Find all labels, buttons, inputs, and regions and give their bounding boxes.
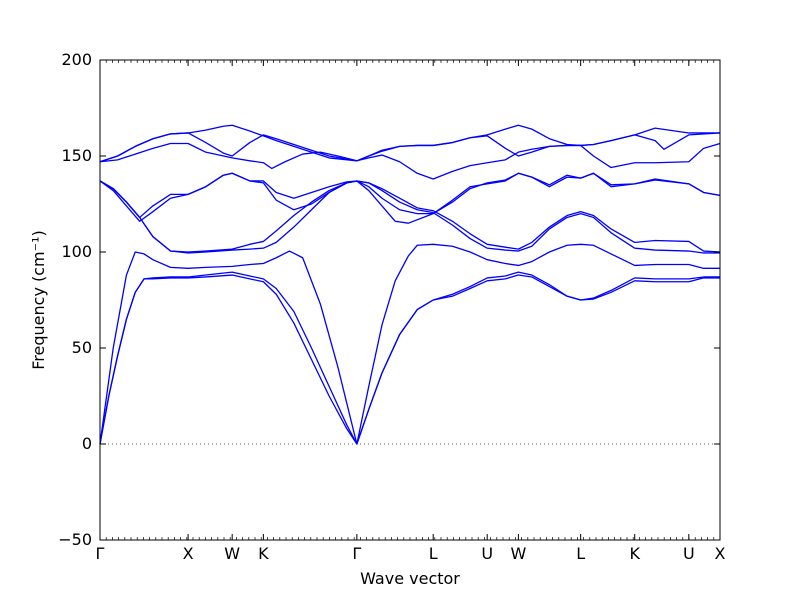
- band-line-8: [99, 142, 721, 180]
- band-line-7: [99, 172, 721, 219]
- x-tick-label: W: [224, 544, 240, 563]
- band-line-4: [99, 180, 720, 254]
- x-tick-label: U: [481, 544, 493, 563]
- phonon-bands: [99, 124, 721, 445]
- band-line-3: [99, 243, 720, 445]
- x-axis-label: Wave vector: [360, 569, 460, 588]
- x-tick-label: Γ: [96, 544, 105, 563]
- band-line-6: [99, 172, 721, 224]
- band-line-9: [99, 124, 720, 163]
- y-tick-label: −50: [58, 530, 92, 549]
- y-tick-label: 50: [72, 338, 92, 357]
- y-tick-label: 150: [61, 146, 92, 165]
- x-tick-label: W: [510, 544, 526, 563]
- x-tick-label: X: [183, 544, 194, 563]
- y-tick-label: 100: [61, 242, 92, 261]
- x-tick-label: K: [258, 544, 269, 563]
- band-line-10: [99, 132, 721, 163]
- x-tick-label: U: [683, 544, 695, 563]
- band-line-5: [99, 180, 721, 253]
- band-line-1: [99, 274, 720, 445]
- y-tick-label: 0: [82, 434, 92, 453]
- x-tick-label: K: [629, 544, 640, 563]
- x-tick-label: X: [715, 544, 726, 563]
- y-tick-label: 200: [61, 50, 92, 69]
- x-tick-label: Γ: [352, 544, 361, 563]
- x-axis-minor-ticks: [105, 60, 715, 540]
- band-line-2: [99, 271, 720, 445]
- y-axis-label: Frequency (cm⁻¹): [29, 230, 48, 369]
- x-tick-label: L: [429, 544, 438, 563]
- x-tick-label: L: [576, 544, 585, 563]
- y-axis-ticks: −50 0 50 100 150 200: [58, 50, 720, 549]
